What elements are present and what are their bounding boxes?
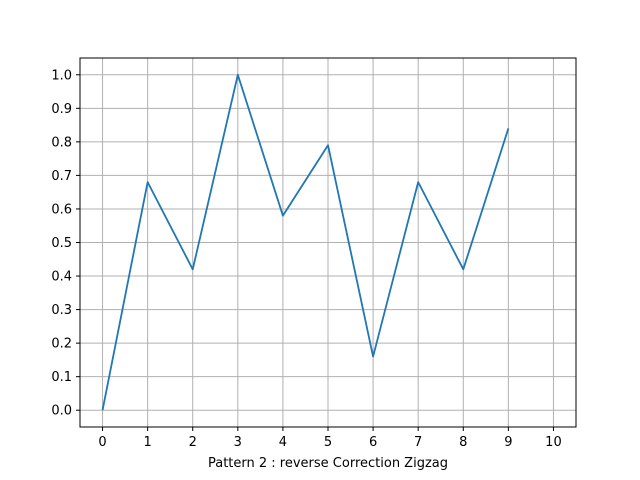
x-axis-ticks: 0 1 2 3 4 5 6 7 8 9 10 [98, 427, 562, 450]
series-line [101, 73, 510, 411]
x-tick-label: 9 [504, 435, 512, 450]
y-tick-label: 0.2 [51, 337, 72, 352]
x-tick-label: 5 [324, 435, 332, 450]
y-tick-label: 0.4 [51, 270, 72, 285]
x-tick-label: 1 [143, 435, 151, 450]
x-tick-label: 4 [279, 435, 287, 450]
y-tick-label: 0.5 [51, 236, 72, 251]
y-tick-label: 1.0 [51, 68, 72, 83]
y-tick-label: 0.1 [51, 370, 72, 385]
x-tick-label: 6 [369, 435, 377, 450]
grid-lines [80, 58, 576, 427]
x-tick-label: 2 [189, 435, 197, 450]
x-tick-label: 8 [459, 435, 467, 450]
x-axis-label: Pattern 2 : reverse Correction Zigzag [208, 456, 448, 471]
x-tick-label: 3 [234, 435, 242, 450]
y-tick-label: 0.8 [51, 135, 72, 150]
y-tick-label: 0.3 [51, 303, 72, 318]
y-tick-label: 0.0 [51, 404, 72, 419]
y-tick-label: 0.6 [51, 202, 72, 217]
y-tick-label: 0.7 [51, 169, 72, 184]
y-tick-label: 0.9 [51, 102, 72, 117]
x-tick-label: 10 [545, 435, 562, 450]
x-tick-label: 7 [414, 435, 422, 450]
series-group [101, 73, 510, 411]
x-tick-label: 0 [98, 435, 106, 450]
y-axis-ticks: 0.0 0.1 0.2 0.3 0.4 0.5 0.6 0.7 0.8 0.9 1.0 [51, 68, 80, 419]
